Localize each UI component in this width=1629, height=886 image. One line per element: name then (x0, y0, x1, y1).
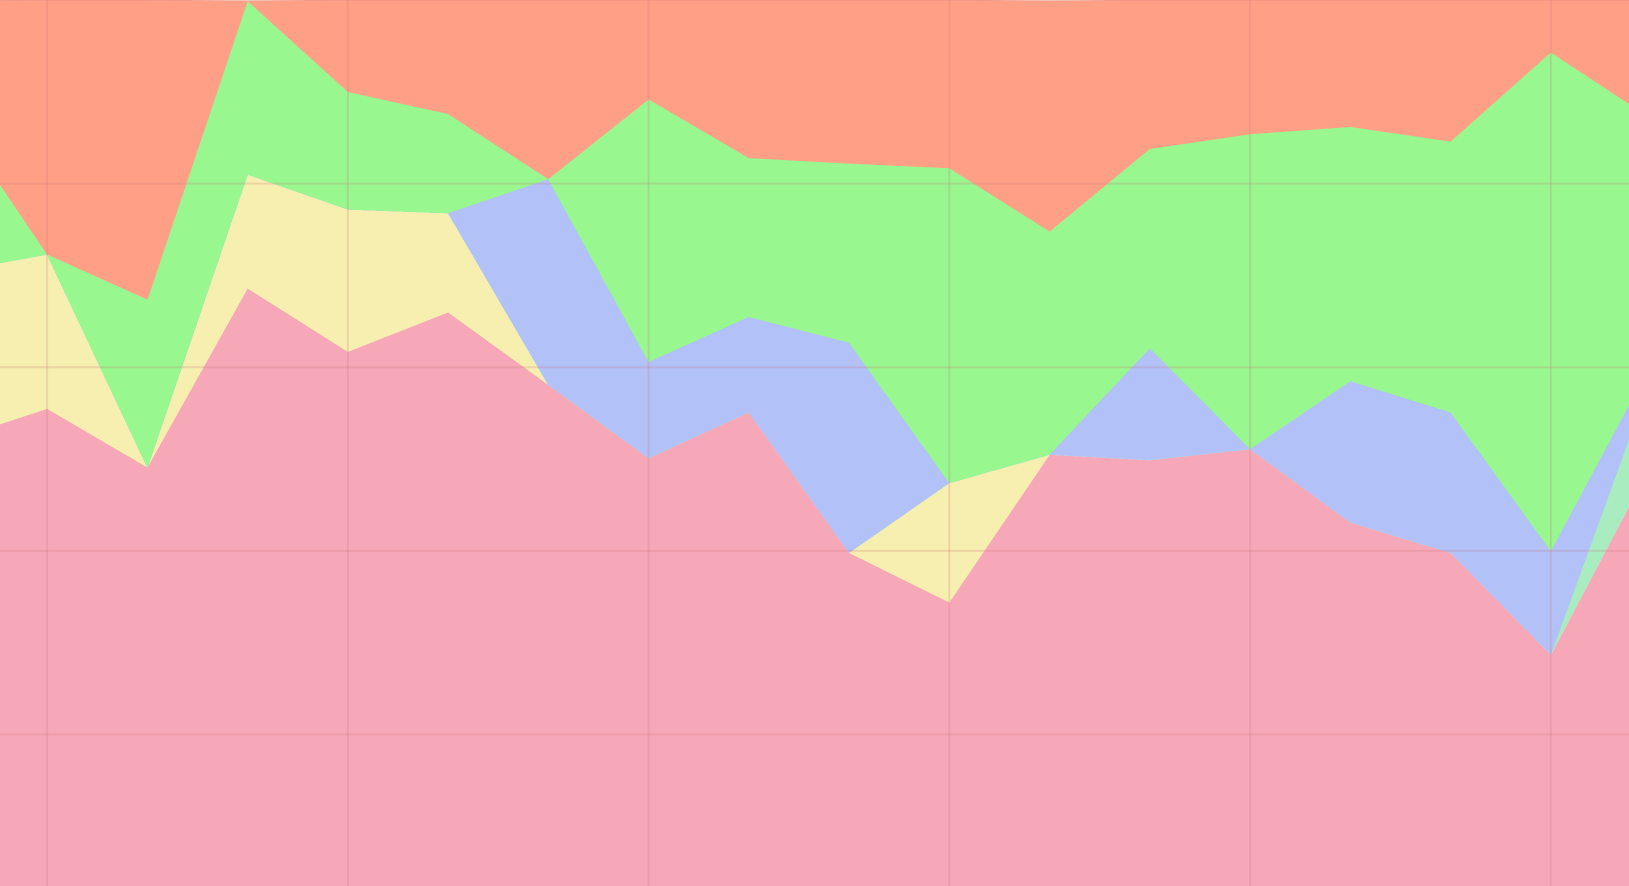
area (0, 0, 1629, 300)
